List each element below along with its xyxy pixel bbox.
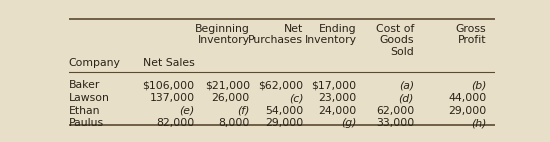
Text: (d): (d) — [399, 93, 414, 103]
Text: (e): (e) — [179, 106, 195, 116]
Text: 62,000: 62,000 — [376, 106, 414, 116]
Text: Net Sales: Net Sales — [143, 58, 195, 68]
Text: 82,000: 82,000 — [156, 118, 195, 128]
Text: (g): (g) — [341, 118, 356, 128]
Text: Ethan: Ethan — [69, 106, 100, 116]
Text: 29,000: 29,000 — [265, 118, 303, 128]
Text: $21,000: $21,000 — [205, 81, 250, 90]
Text: Gross
Profit: Gross Profit — [456, 24, 486, 45]
Text: $17,000: $17,000 — [311, 81, 356, 90]
Text: $62,000: $62,000 — [258, 81, 303, 90]
Text: Baker: Baker — [69, 81, 100, 90]
Text: Cost of
Goods
Sold: Cost of Goods Sold — [376, 24, 414, 57]
Text: Paulus: Paulus — [69, 118, 104, 128]
Text: 137,000: 137,000 — [150, 93, 195, 103]
Text: 33,000: 33,000 — [376, 118, 414, 128]
Text: Company: Company — [69, 58, 120, 68]
Text: (b): (b) — [471, 81, 486, 90]
Text: 8,000: 8,000 — [218, 118, 250, 128]
Text: $106,000: $106,000 — [142, 81, 195, 90]
Text: (f): (f) — [238, 106, 250, 116]
Text: Lawson: Lawson — [69, 93, 109, 103]
Text: 54,000: 54,000 — [265, 106, 303, 116]
Text: Net
Purchases: Net Purchases — [248, 24, 303, 45]
Text: (c): (c) — [289, 93, 303, 103]
Text: Beginning
Inventory: Beginning Inventory — [195, 24, 250, 45]
Text: 29,000: 29,000 — [448, 106, 486, 116]
Text: 24,000: 24,000 — [318, 106, 356, 116]
Text: (h): (h) — [471, 118, 486, 128]
Text: Ending
Inventory: Ending Inventory — [305, 24, 356, 45]
Text: 44,000: 44,000 — [448, 93, 486, 103]
Text: 26,000: 26,000 — [212, 93, 250, 103]
Text: 23,000: 23,000 — [318, 93, 356, 103]
Text: (a): (a) — [399, 81, 414, 90]
